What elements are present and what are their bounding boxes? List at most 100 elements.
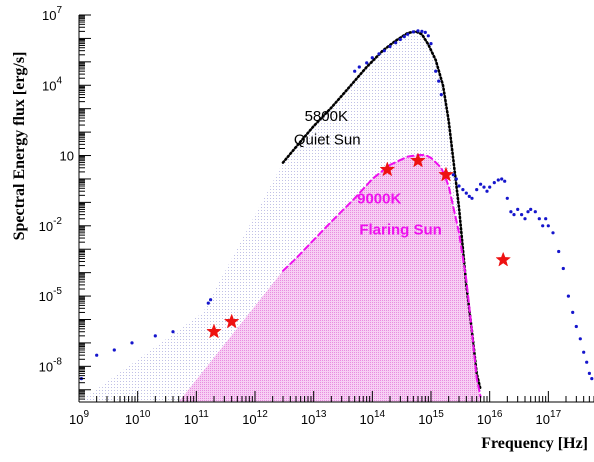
data-point [512, 213, 516, 217]
data-point [454, 177, 458, 181]
y-tick-label: 10-8 [39, 356, 63, 374]
data-point [533, 210, 537, 214]
data-point [578, 337, 582, 341]
data-point [377, 52, 381, 56]
data-point [439, 93, 443, 97]
data-point [153, 334, 157, 338]
data-point [571, 310, 575, 314]
y-tick-label: 10-2 [39, 216, 63, 234]
flare-star-marker [495, 251, 511, 267]
data-point [402, 35, 406, 39]
data-point [416, 29, 420, 33]
data-point [464, 191, 468, 195]
flare-star-marker [379, 161, 396, 177]
data-point [520, 213, 524, 217]
y-tick-label: 10-5 [39, 286, 63, 304]
data-point [470, 196, 474, 200]
data-point [457, 184, 461, 188]
data-point [475, 188, 479, 192]
data-point [437, 79, 441, 83]
data-point [516, 207, 520, 211]
data-point [388, 44, 392, 49]
data-point [206, 301, 210, 305]
data-point [95, 353, 99, 357]
x-tick-label: 1014 [360, 409, 386, 427]
data-point [561, 266, 565, 271]
chart-annotation: 9000K [357, 190, 401, 207]
data-point [587, 371, 592, 375]
data-point [496, 178, 500, 182]
flare-star-marker [438, 166, 454, 182]
x-tick-label: 1016 [477, 409, 503, 427]
chart-annotation: 5800K [305, 108, 348, 125]
y-tick-label: 104 [42, 75, 62, 93]
x-tick-label: 1017 [536, 409, 562, 427]
data-point [541, 224, 545, 228]
data-point [546, 224, 550, 228]
x-tick-label: 109 [69, 409, 89, 427]
x-axis-title: Frequency [Hz] [481, 435, 588, 452]
data-point [509, 210, 513, 214]
data-point [423, 30, 427, 34]
data-point [566, 294, 571, 298]
data-point [482, 185, 486, 189]
data-point [461, 188, 465, 192]
data-point [574, 324, 578, 329]
x-tick-label: 1010 [125, 409, 151, 427]
data-point [590, 377, 594, 381]
data-point [551, 231, 555, 235]
data-point [479, 182, 483, 186]
x-tick-label: 1013 [301, 409, 327, 427]
data-point [420, 29, 424, 33]
fill-layer [79, 31, 481, 402]
flare-star-marker [206, 323, 222, 339]
data-point [557, 249, 561, 254]
flaring-sun-curve [282, 154, 482, 398]
data-point [451, 173, 455, 177]
flare-star-marker [410, 152, 426, 168]
data-point [357, 65, 361, 69]
data-point [585, 360, 589, 364]
data-point [426, 34, 430, 38]
data-point [485, 189, 489, 193]
flaring-sun-fill [178, 155, 481, 402]
series-layer [79, 29, 594, 398]
data-point [492, 181, 496, 185]
data-point [209, 298, 213, 302]
chart-annotation: Flaring Sun [359, 222, 442, 239]
data-point [112, 348, 116, 352]
data-point [370, 56, 374, 60]
data-point [467, 194, 471, 198]
data-point [130, 341, 134, 345]
x-tick-label: 1012 [242, 409, 268, 427]
data-point [171, 330, 175, 334]
data-point [488, 185, 492, 189]
y-axis-title: Spectral Energy flux [erg/s] [11, 52, 28, 241]
data-point [394, 41, 398, 45]
data-point [500, 177, 504, 181]
data-point [537, 217, 541, 221]
y-tick-label: 107 [42, 5, 62, 23]
x-tick-label: 1015 [418, 409, 444, 427]
data-point [503, 179, 507, 183]
flare-star-marker [223, 313, 240, 329]
data-point [398, 37, 402, 42]
data-point [582, 350, 586, 354]
data-point [353, 69, 357, 73]
data-point [382, 49, 386, 53]
y-tick-label: 10 [60, 149, 74, 164]
data-point [434, 69, 438, 73]
data-point [523, 217, 527, 221]
data-point [411, 30, 415, 34]
chart-annotation: Quiet Sun [294, 131, 361, 148]
annotation-layer: 5800K Quiet Sun 9000K Flaring Sun [294, 108, 442, 239]
data-point [529, 207, 533, 211]
data-point [406, 32, 410, 36]
data-point [505, 196, 509, 200]
data-point [365, 61, 369, 65]
axes-layer: 109 1010 1011 1012 1013 1014 1015 1016 1017 107 10… [39, 5, 594, 427]
data-point [544, 217, 548, 221]
data-point [429, 42, 433, 46]
